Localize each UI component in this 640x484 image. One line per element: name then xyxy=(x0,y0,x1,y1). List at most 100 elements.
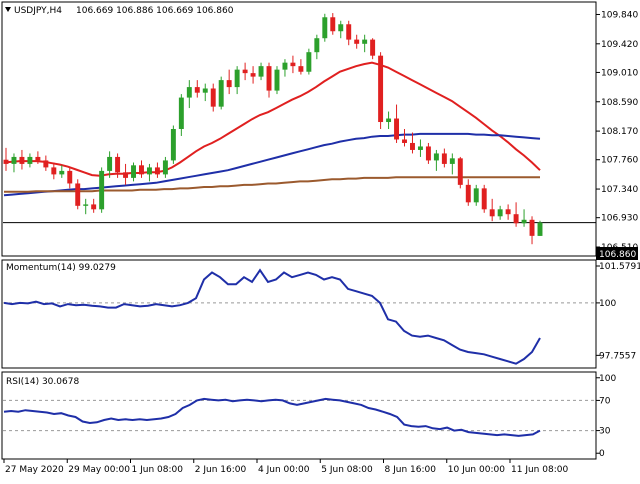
candle-body xyxy=(210,88,216,107)
candle-body xyxy=(218,80,224,107)
moving-average-slow xyxy=(4,176,540,193)
candle-body xyxy=(449,158,455,164)
candle-body xyxy=(91,204,97,210)
rsi-line xyxy=(3,397,541,437)
candle-body xyxy=(11,156,17,164)
candle-body xyxy=(115,156,121,173)
price-y-tick-label: 107.340 xyxy=(601,185,638,195)
candle-body xyxy=(505,209,511,215)
candle-body xyxy=(258,66,264,77)
momentum-panel: 101.5791 100 97.7557 xyxy=(3,262,640,365)
rsi-y-tick-label: 30 xyxy=(599,427,611,437)
candle-body xyxy=(226,80,232,88)
moving-average-mid xyxy=(3,132,541,197)
candle-body xyxy=(59,170,65,175)
rsi-title: RSI(14) 30.0678 xyxy=(6,377,79,387)
candle-body xyxy=(322,17,328,39)
candle-body xyxy=(202,88,208,93)
rsi-y-tick-label: 100 xyxy=(599,374,616,384)
candle-body xyxy=(529,219,535,236)
candle-body xyxy=(489,209,495,217)
candle-body xyxy=(457,158,463,185)
current-price-box xyxy=(596,247,638,260)
rsi-y-tick-label: 70 xyxy=(599,396,611,406)
candle-body xyxy=(298,66,304,72)
time-axis-tick-label: 27 May 2020 xyxy=(5,465,64,475)
candle-body xyxy=(250,73,256,77)
time-axis-tick-label: 11 Jun 08:00 xyxy=(511,465,568,475)
candle-body xyxy=(354,39,360,44)
momentum-line xyxy=(3,268,541,365)
candle-body xyxy=(154,167,160,175)
rsi-y-tick-label: 0 xyxy=(599,449,605,459)
candle-body xyxy=(330,17,336,32)
symbol-dropdown-icon[interactable] xyxy=(5,7,11,12)
candle-body xyxy=(282,62,288,70)
candle-body xyxy=(394,118,400,140)
candle-body xyxy=(162,160,168,175)
candle-body xyxy=(306,52,312,72)
candle-body xyxy=(386,118,392,123)
candle-body xyxy=(67,170,73,184)
candle-body xyxy=(362,39,368,44)
candle-body xyxy=(146,167,152,175)
candle-body xyxy=(139,165,144,175)
momentum-y-tick-label: 101.5791 xyxy=(599,262,640,272)
candle-body xyxy=(99,170,105,210)
candle-body xyxy=(410,142,415,150)
candle-body xyxy=(441,153,447,164)
time-axis-tick-label: 4 Jun 00:00 xyxy=(258,465,310,475)
candle-body xyxy=(338,24,344,32)
candle-body xyxy=(402,139,407,143)
candle-body xyxy=(314,38,320,53)
candle-body xyxy=(107,156,113,171)
price-y-tick-label: 107.760 xyxy=(601,156,638,166)
time-axis-tick-label: 5 Jun 08:00 xyxy=(321,465,373,475)
candle-body xyxy=(75,183,81,206)
candle-body xyxy=(521,219,527,224)
candle-body xyxy=(170,129,176,161)
price-panel-frame xyxy=(1,1,597,257)
candle-body xyxy=(131,165,136,178)
rsi-panel-frame xyxy=(1,371,597,460)
chart-header: USDJPY,H4 106.669 106.886 106.669 106.86… xyxy=(5,6,234,16)
candle-body xyxy=(3,159,9,164)
candle-body xyxy=(417,146,423,150)
candle-body xyxy=(43,160,49,168)
candle-body xyxy=(123,172,129,178)
candle-body xyxy=(266,66,272,91)
momentum-title: Momentum(14) 99.0279 xyxy=(6,263,116,273)
candle-body xyxy=(83,204,89,206)
candle-body xyxy=(186,87,192,98)
candle-body xyxy=(378,55,384,123)
time-axis-tick-label: 29 May 00:00 xyxy=(68,465,130,475)
candle-body xyxy=(370,39,376,56)
time-axis-tick-label: 8 Jun 16:00 xyxy=(385,465,437,475)
candle-body xyxy=(473,188,479,203)
price-y-tick-label: 109.010 xyxy=(601,68,638,78)
candle-body xyxy=(234,69,240,88)
candle-body xyxy=(274,69,280,91)
price-y-tick-label: 108.170 xyxy=(601,127,638,137)
candle-body xyxy=(242,69,248,74)
time-axis: 27 May 2020 29 May 00:00 1 Jun 08:00 2 Jun … xyxy=(3,459,568,475)
momentum-y-tick-label: 100 xyxy=(599,299,616,309)
current-price-label: 106.860 xyxy=(599,250,636,260)
time-axis-tick-label: 1 Jun 08:00 xyxy=(132,465,184,475)
ohlc-readout: 106.669 106.886 106.669 106.860 xyxy=(76,6,234,16)
price-y-tick-label: 108.590 xyxy=(601,98,638,108)
candle-body xyxy=(194,87,200,93)
price-y-tick-label: 109.840 xyxy=(601,10,638,20)
symbol-timeframe-label: USDJPY,H4 xyxy=(14,6,62,16)
time-axis-tick-label: 2 Jun 16:00 xyxy=(195,465,247,475)
candle-body xyxy=(433,153,439,161)
candle-body xyxy=(178,97,184,129)
candle-body xyxy=(497,209,503,217)
candle-body xyxy=(346,24,352,40)
rsi-panel: 100 70 30 0 xyxy=(3,374,616,459)
price-y-tick-label: 109.420 xyxy=(601,40,638,50)
candle-body xyxy=(513,214,519,224)
momentum-y-tick-label: 97.7557 xyxy=(599,351,636,361)
